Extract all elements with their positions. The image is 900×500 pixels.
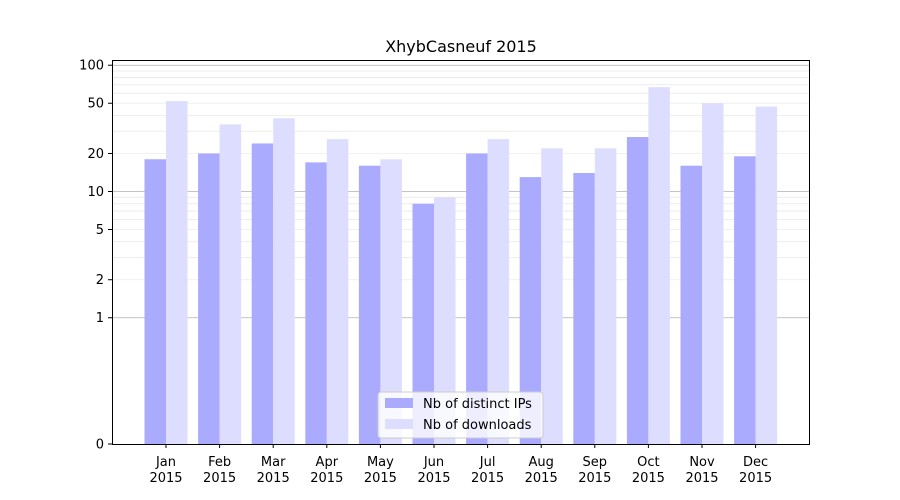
x-tick-label: Jul <box>479 455 496 470</box>
y-tick-label: 5 <box>96 223 104 238</box>
y-tick-label: 0 <box>96 438 104 453</box>
x-tick-label: Dec <box>743 455 768 470</box>
bar-distinct-ips <box>251 143 274 444</box>
legend-label-downloads: Nb of downloads <box>423 418 532 433</box>
bar-downloads <box>702 103 724 444</box>
bar-distinct-ips <box>626 137 649 444</box>
bar-downloads <box>380 159 402 445</box>
x-tick-label: 2015 <box>417 471 450 486</box>
y-tick-label: 2 <box>96 273 104 288</box>
bar-downloads <box>219 124 242 444</box>
x-tick-label: Jun <box>423 455 444 470</box>
y-tick-label: 20 <box>87 147 104 162</box>
legend-swatch-downloads <box>385 419 413 429</box>
x-tick-label: 2015 <box>364 471 397 486</box>
chart-title: XhybCasneuf 2015 <box>385 37 537 56</box>
bar-distinct-ips <box>680 165 702 444</box>
legend: Nb of distinct IPs Nb of downloads <box>377 391 544 439</box>
x-tick-label: 2015 <box>257 471 290 486</box>
x-tick-label: May <box>367 455 394 470</box>
bar-downloads <box>166 101 188 444</box>
bar-distinct-ips <box>358 165 381 444</box>
plot-frame <box>112 60 810 445</box>
bar-downloads <box>273 118 295 445</box>
x-tick-label: Apr <box>316 455 339 470</box>
bar-distinct-ips <box>466 153 488 444</box>
bar-downloads <box>487 139 510 444</box>
x-tick-label: Oct <box>637 455 659 470</box>
x-tick-label: 2015 <box>525 471 558 486</box>
bar-distinct-ips <box>305 162 327 444</box>
x-tick-label: 2015 <box>739 471 772 486</box>
y-axis: 0 1 2 5 10 20 50 100 <box>79 59 112 453</box>
x-tick-label: 2015 <box>578 471 611 486</box>
bar-downloads <box>434 197 456 444</box>
bar-downloads <box>755 106 778 444</box>
y-tick-label: 100 <box>79 59 104 74</box>
bar-distinct-ips <box>198 153 220 444</box>
bars <box>144 87 778 445</box>
y-tick-label: 50 <box>87 97 104 112</box>
bar-downloads <box>648 87 670 444</box>
x-tick-label: Mar <box>261 455 286 470</box>
x-axis: Jan2015Feb2015Mar2015Apr2015May2015Jun20… <box>149 444 772 486</box>
legend-label-ips: Nb of distinct IPs <box>423 397 532 412</box>
bar-distinct-ips <box>573 173 595 444</box>
x-tick-label: 2015 <box>471 471 504 486</box>
legend-box <box>377 391 544 439</box>
x-tick-label: 2015 <box>685 471 718 486</box>
y-tick-label: 10 <box>87 185 104 200</box>
bar-downloads <box>541 148 563 444</box>
x-tick-label: 2015 <box>310 471 343 486</box>
x-tick-label: Nov <box>689 455 715 470</box>
x-tick-label: 2015 <box>632 471 665 486</box>
bar-distinct-ips <box>412 203 434 444</box>
bar-downloads <box>326 139 349 444</box>
y-tick-label: 1 <box>96 311 104 326</box>
x-tick-label: 2015 <box>149 471 182 486</box>
x-tick-label: Sep <box>583 455 608 470</box>
x-tick-label: 2015 <box>203 471 236 486</box>
x-tick-label: Jan <box>155 455 176 470</box>
x-tick-label: Feb <box>208 455 231 470</box>
bar-downloads <box>594 148 617 444</box>
x-tick-label: Aug <box>529 455 554 470</box>
legend-swatch-ips <box>385 398 413 408</box>
bar-distinct-ips <box>144 159 166 445</box>
bar-distinct-ips <box>734 156 756 444</box>
bar-distinct-ips <box>519 177 542 445</box>
